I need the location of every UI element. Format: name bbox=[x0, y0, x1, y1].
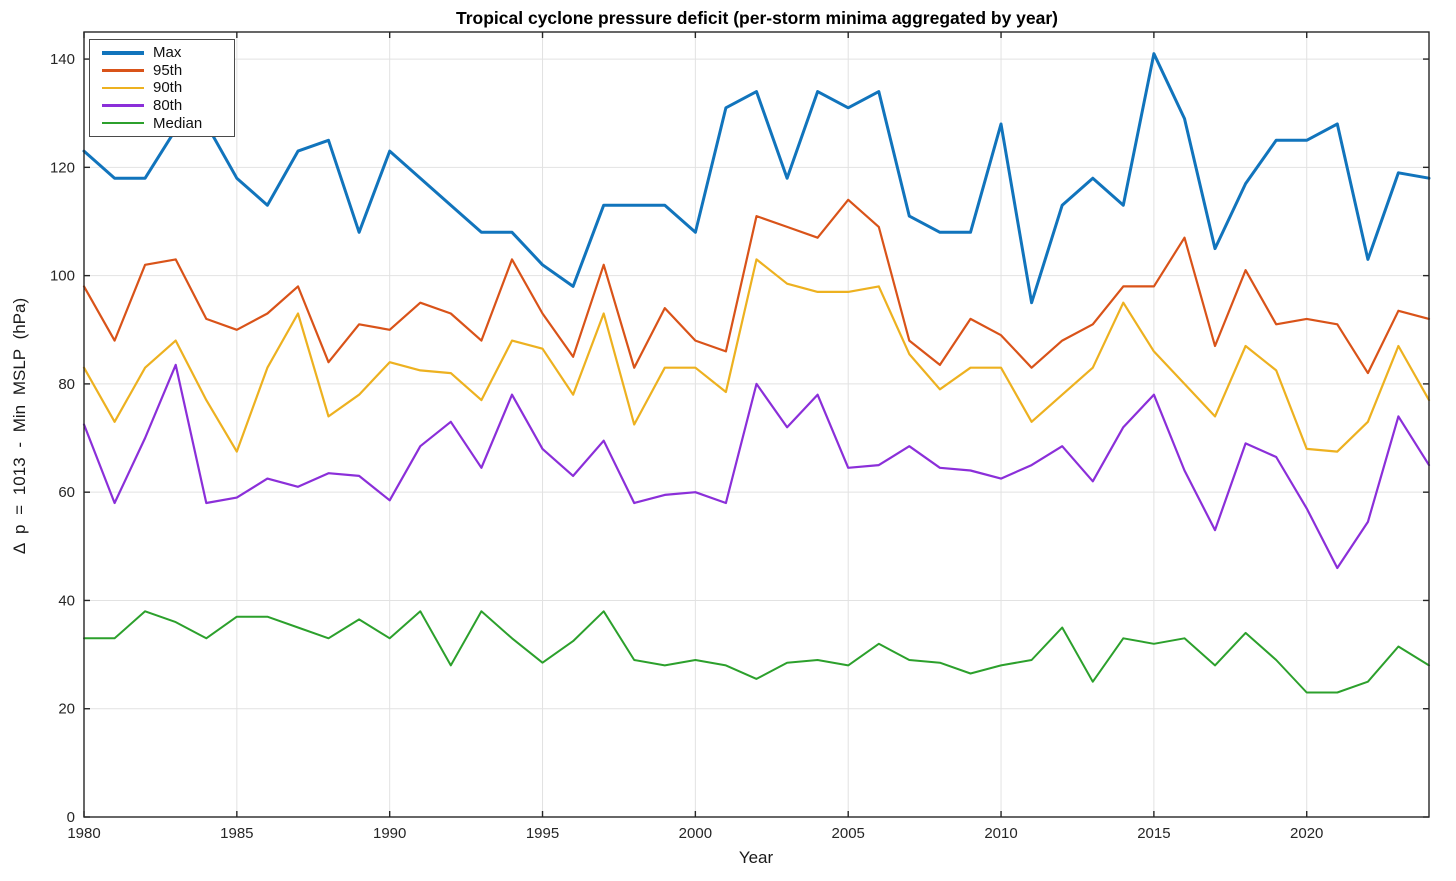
legend-item-95th: 95th bbox=[102, 62, 234, 79]
x-axis-label: Year bbox=[738, 848, 774, 867]
y-tick-label: 100 bbox=[50, 268, 75, 285]
y-tick-label: 120 bbox=[50, 159, 75, 176]
series-line-max bbox=[82, 52, 1431, 305]
x-tick-label: 1990 bbox=[373, 825, 406, 842]
series-line-95th bbox=[82, 198, 1431, 375]
legend-line-swatch-80th bbox=[102, 104, 144, 107]
legend-item-80th: 80th bbox=[102, 97, 234, 114]
legend-line-swatch-95th bbox=[102, 69, 144, 72]
legend-label-median: Median bbox=[153, 114, 203, 132]
y-tick-label: 40 bbox=[58, 592, 75, 609]
legend-line-swatch-median bbox=[102, 121, 144, 125]
y-tick-label: 60 bbox=[58, 484, 75, 501]
legend-label-max: Max bbox=[153, 44, 182, 62]
series-line-median bbox=[83, 610, 1430, 694]
x-tick-label: 2005 bbox=[832, 825, 865, 842]
legend-line-swatch-max bbox=[102, 50, 144, 55]
y-axis-label: Δ p = 1013 - Min MSLP (hPa) bbox=[10, 297, 29, 555]
x-tick-label: 1980 bbox=[67, 825, 100, 842]
y-tick-label: 140 bbox=[50, 51, 75, 68]
chart-title: Tropical cyclone pressure deficit (per-s… bbox=[456, 8, 1058, 28]
legend-label-90th: 90th bbox=[153, 79, 183, 97]
legend-item-90th: 90th bbox=[102, 79, 234, 96]
x-tick-label: 1995 bbox=[526, 825, 559, 842]
legend-item-max: Max bbox=[102, 44, 234, 61]
x-tick-label: 1985 bbox=[220, 825, 253, 842]
x-tick-label: 2020 bbox=[1290, 825, 1323, 842]
y-tick-label: 80 bbox=[58, 376, 75, 393]
y-tick-label: 0 bbox=[67, 809, 75, 826]
axes-box bbox=[83, 31, 1430, 818]
series-line-90th bbox=[82, 258, 1431, 453]
y-tick-label: 20 bbox=[58, 701, 75, 718]
legend: Max 95th 90th 80th Median bbox=[89, 39, 235, 137]
x-tick-label: 2010 bbox=[984, 825, 1017, 842]
legend-label-95th: 95th bbox=[153, 61, 183, 79]
legend-label-80th: 80th bbox=[153, 97, 183, 115]
series-line-80th bbox=[82, 363, 1431, 570]
x-tick-label: 2000 bbox=[679, 825, 712, 842]
legend-item-median: Median bbox=[102, 115, 234, 132]
legend-line-swatch-90th bbox=[102, 86, 144, 90]
x-tick-label: 2015 bbox=[1137, 825, 1170, 842]
